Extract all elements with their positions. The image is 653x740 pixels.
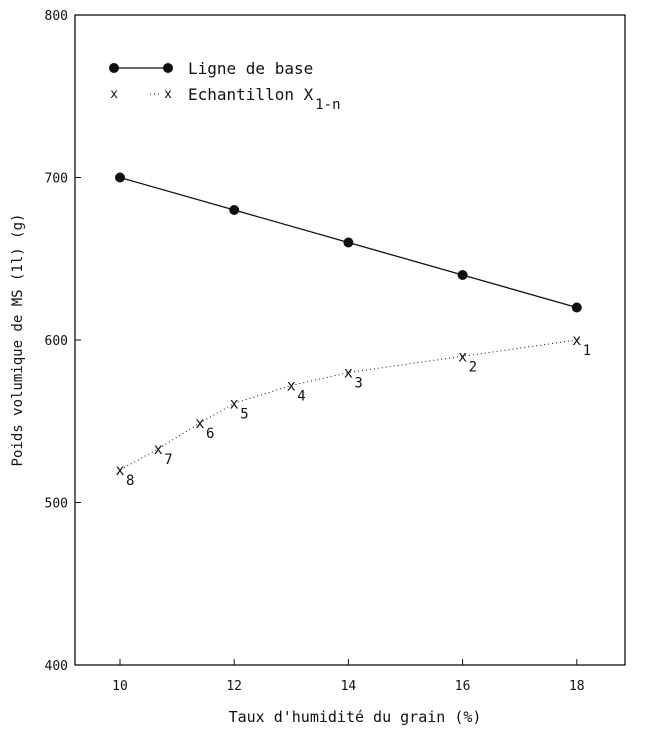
sample-point-label: 4: [297, 389, 305, 405]
x-tick-label: 16: [455, 679, 471, 694]
sample-point-label: 8: [126, 473, 134, 489]
legend-marker-sample: x: [164, 87, 172, 102]
legend-marker-sample: x: [110, 87, 118, 102]
x-tick-label: 12: [226, 679, 242, 694]
x-tick-label: 10: [112, 679, 128, 694]
legend-marker-baseline: [109, 63, 119, 73]
sample-point: x: [287, 377, 296, 395]
baseline-point: [229, 205, 240, 215]
sample-point-label: 2: [469, 359, 477, 375]
legend: Ligne de base x x Echantillon X1-n: [109, 59, 341, 113]
sample-point: x: [344, 364, 353, 382]
y-tick-label: 500: [45, 497, 68, 512]
sample-point-label: 3: [354, 376, 362, 392]
x-tick-label: 14: [341, 679, 357, 694]
baseline-point: [571, 302, 582, 313]
sample-point: x: [458, 347, 467, 365]
baseline-point: [457, 270, 468, 280]
y-tick-label: 400: [45, 659, 68, 674]
baseline-point: [343, 237, 354, 248]
legend-label-baseline: Ligne de base: [188, 59, 313, 78]
sample-point: x: [230, 394, 239, 412]
sample-point-label: 1: [583, 343, 591, 359]
sample-point: x: [195, 414, 204, 432]
legend-label-sample: Echantillon X1-n: [188, 85, 341, 113]
sample-point-label: 5: [240, 406, 248, 422]
baseline-point: [115, 172, 125, 183]
x-tick-label: 18: [569, 679, 585, 694]
y-tick-label: 700: [45, 172, 68, 187]
legend-subscript: 1-n: [315, 97, 340, 113]
sample-point: x: [572, 331, 581, 349]
sample-point-label: 7: [164, 452, 172, 468]
sample-point-label: 6: [206, 426, 214, 442]
y-axis-label: Poids volumique de MS (1l) (g): [10, 214, 26, 467]
y-tick-label: 600: [45, 334, 68, 349]
sample-point: x: [115, 461, 124, 479]
x-axis-label: Taux d'humidité du grain (%): [229, 708, 482, 726]
y-tick-label: 800: [45, 9, 68, 24]
sample-point: x: [154, 440, 163, 458]
legend-marker-baseline: [163, 63, 173, 73]
sample-line: [119, 339, 577, 471]
plot-frame: [74, 14, 626, 666]
